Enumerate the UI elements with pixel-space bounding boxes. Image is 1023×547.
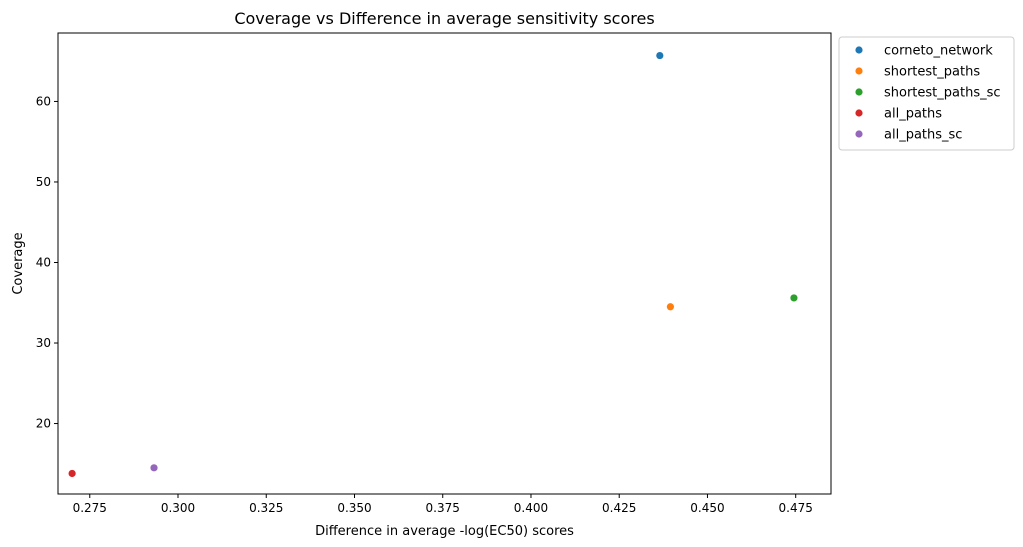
y-tick-label: 40	[36, 255, 51, 269]
legend-box	[838, 36, 1015, 151]
legend-label: shortest_paths_sc	[884, 86, 1001, 101]
x-tick-label: 0.375	[426, 501, 460, 515]
legend-marker	[855, 88, 863, 96]
y-tick-label: 50	[36, 175, 51, 189]
x-tick-label: 0.400	[514, 501, 548, 515]
legend-marker	[855, 46, 863, 54]
x-tick-label: 0.300	[161, 501, 195, 515]
legend-marker	[855, 67, 863, 75]
y-axis: 20 30 40 50 60	[36, 94, 58, 431]
legend-label: all_paths	[884, 107, 942, 122]
y-axis-label: Coverage	[11, 232, 26, 294]
x-tick-label: 0.350	[337, 501, 371, 515]
point-corneto-network	[656, 51, 664, 60]
point-all-paths	[68, 469, 76, 478]
legend-marker	[855, 109, 863, 117]
point-all-paths-sc	[150, 464, 158, 472]
x-axis: 0.275 0.300 0.325 0.350 0.375 0.400 0.425 0.450…	[73, 494, 813, 515]
legend-label: shortest_paths	[884, 65, 980, 80]
legend-marker	[855, 130, 863, 138]
data-points	[68, 51, 798, 478]
y-tick-label: 60	[36, 94, 51, 108]
y-tick-label: 30	[36, 336, 51, 350]
legend: corneto_network shortest_paths shortest_pa…	[838, 36, 1015, 151]
legend-label: all_paths_sc	[884, 128, 962, 143]
point-shortest-paths-sc	[790, 294, 798, 302]
x-tick-label: 0.450	[690, 501, 724, 515]
y-tick-label: 20	[36, 417, 51, 431]
chart-title: Coverage vs Difference in average sensit…	[234, 9, 654, 28]
plot-area	[57, 32, 832, 495]
x-axis-label: Difference in average -log(EC50) scores	[315, 524, 574, 539]
point-shortest-paths	[666, 303, 674, 311]
x-tick-label: 0.275	[73, 501, 107, 515]
x-tick-label: 0.425	[602, 501, 636, 515]
legend-label: corneto_network	[884, 44, 993, 59]
x-tick-label: 0.325	[249, 501, 283, 515]
x-tick-label: 0.475	[779, 501, 813, 515]
